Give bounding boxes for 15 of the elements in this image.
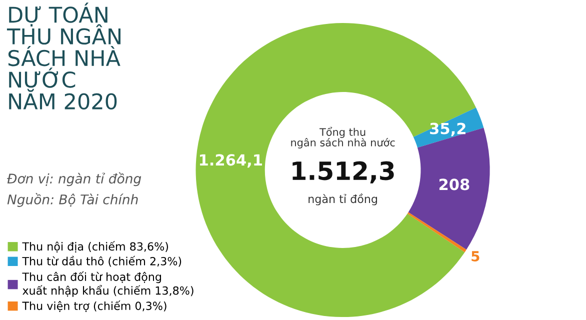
legend-label: Thu viện trợ (chiếm 0,3%) (22, 300, 166, 312)
text: Đơn vị: ngàn tỉ đồng (7, 172, 142, 186)
data-label: 1.264,1 (200, 154, 262, 168)
text: Tổng thu ngân sách nhà nước (291, 126, 395, 148)
text: 1.512,3 (292, 161, 394, 184)
text: ngàn tỉ đồng (308, 194, 377, 206)
data-label: 35,2 (430, 122, 466, 136)
data-label: 208 (439, 178, 470, 190)
legend-label: Thu cân đối từ hoạt động xuất nhập khẩu (chiếm 13,8%) (22, 271, 194, 297)
text: Nguồn: Bộ Tài chính (7, 193, 138, 207)
data-label: 5 (472, 251, 480, 262)
legend-label: Thu từ dầu thô (chiếm 2,3%) (22, 256, 182, 267)
donut-slice (407, 212, 466, 252)
legend-label: Thu nội địa (chiếm 83,6%) (22, 241, 168, 253)
text: DỰ TOÁN THU NGÂN SÁCH NHÀ NƯỚC NĂM 2020 (6, 2, 120, 110)
